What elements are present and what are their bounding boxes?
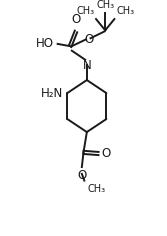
Text: N: N	[82, 59, 91, 72]
Text: CH₃: CH₃	[76, 6, 94, 16]
Text: O: O	[71, 13, 81, 26]
Text: CH₃: CH₃	[88, 184, 106, 194]
Text: H₂N: H₂N	[41, 87, 63, 100]
Text: CH₃: CH₃	[96, 0, 114, 10]
Text: O: O	[84, 33, 93, 46]
Text: O: O	[101, 147, 110, 160]
Text: HO: HO	[35, 37, 53, 51]
Text: CH₃: CH₃	[116, 6, 134, 16]
Text: O: O	[77, 169, 87, 182]
